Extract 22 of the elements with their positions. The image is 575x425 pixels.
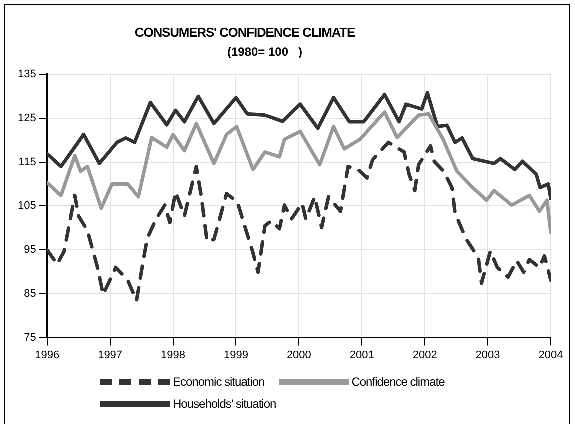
x-tick-label: 1999 bbox=[224, 349, 248, 362]
x-tick-label: 1997 bbox=[98, 349, 123, 362]
y-tick-label: 135 bbox=[18, 68, 36, 81]
x-tick-label: 2004 bbox=[538, 349, 564, 362]
y-tick-label: 95 bbox=[24, 244, 36, 256]
x-tick-label: 2002 bbox=[412, 349, 438, 362]
y-tick-label: 105 bbox=[18, 200, 36, 212]
y-tick-label: 75 bbox=[24, 332, 36, 344]
line-series bbox=[47, 140, 551, 303]
x-tick-label: 2000 bbox=[286, 349, 312, 362]
legend-label: Households' situation bbox=[173, 397, 276, 411]
legend-label: Confidence climate bbox=[352, 375, 445, 389]
x-tick-label: 2001 bbox=[350, 349, 374, 362]
legend-label: Economic situation bbox=[173, 375, 265, 389]
x-tick-label: 1998 bbox=[161, 349, 186, 362]
chart-subtitle: (1980= 100 ) bbox=[226, 45, 304, 59]
y-tick-label: 115 bbox=[18, 156, 36, 168]
x-tick-label: 2003 bbox=[476, 349, 500, 362]
chart-title: CONSUMERS' CONFIDENCE CLIMATE bbox=[134, 25, 356, 40]
y-tick-label: 85 bbox=[24, 288, 36, 300]
x-tick-label: 1996 bbox=[35, 349, 60, 362]
y-tick-label: 125 bbox=[18, 112, 36, 124]
